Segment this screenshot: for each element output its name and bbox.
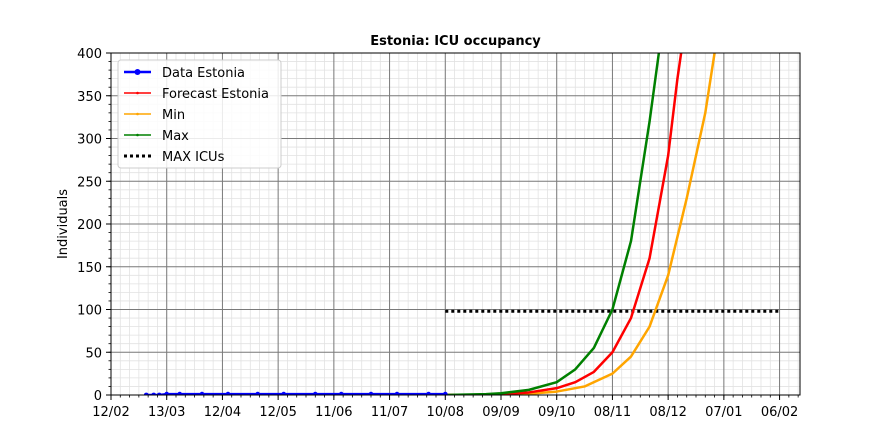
legend-marker-forecast-estonia xyxy=(136,91,139,95)
legend-label-forecast-estonia: Forecast Estonia xyxy=(162,87,269,102)
legend-label-min: Min xyxy=(162,108,185,123)
y-tick-label: 350 xyxy=(77,90,102,105)
data-point-data-estonia xyxy=(225,391,231,395)
x-tick-label: 06/02 xyxy=(761,405,798,420)
x-tick-label: 10/08 xyxy=(427,405,464,420)
axis-ticks: 12/02 13/03 12/04 12/05 11/06 11/07 10/08 09/09… xyxy=(77,47,799,420)
legend-box xyxy=(117,59,282,169)
series-line-max xyxy=(445,53,661,395)
x-tick-label: 12/04 xyxy=(204,405,241,420)
y-tick-label: 400 xyxy=(77,47,102,62)
x-tick-label: 11/07 xyxy=(371,405,408,420)
legend-marker-max xyxy=(136,133,139,137)
data-point-data-estonia xyxy=(151,392,157,395)
x-tick-label: 12/05 xyxy=(259,405,296,420)
data-point-data-estonia xyxy=(156,392,162,395)
x-tick-label: 09/09 xyxy=(482,405,519,420)
data-point-data-estonia xyxy=(426,391,431,395)
y-tick-label: 250 xyxy=(77,175,102,190)
x-tick-label: 11/06 xyxy=(315,405,352,420)
legend-marker-data-estonia xyxy=(134,69,141,75)
data-point-data-estonia xyxy=(394,391,400,395)
y-tick-label: 100 xyxy=(77,304,102,319)
y-tick-label: 50 xyxy=(85,346,102,361)
legend-label-data-estonia: Data Estonia xyxy=(162,66,245,81)
data-point-data-estonia xyxy=(164,391,170,395)
data-point-data-estonia xyxy=(442,391,448,395)
x-tick-label: 08/11 xyxy=(594,405,631,420)
x-tick-label: 07/01 xyxy=(705,405,742,420)
data-point-data-estonia xyxy=(368,391,374,395)
data-point-data-estonia xyxy=(255,391,261,395)
legend-marker-min xyxy=(136,112,139,116)
data-point-data-estonia xyxy=(199,391,205,395)
data-point-data-estonia xyxy=(312,391,318,395)
data-point-data-estonia xyxy=(177,391,183,395)
x-tick-label: 12/02 xyxy=(92,405,129,420)
legend: Data Estonia Forecast Estonia Min Max MAX IC… xyxy=(117,59,282,169)
x-tick-label: 08/12 xyxy=(649,405,686,420)
y-axis-label: Individuals xyxy=(56,189,71,259)
legend-label-max-icus: MAX ICUs xyxy=(162,150,225,165)
chart-title: Estonia: ICU occupancy xyxy=(370,34,541,49)
legend-label-max: Max xyxy=(162,129,189,144)
data-point-data-estonia xyxy=(338,391,344,395)
x-tick-label: 13/03 xyxy=(148,405,185,420)
data-point-data-estonia xyxy=(143,392,149,395)
y-tick-label: 0 xyxy=(94,389,102,404)
x-tick-label: 09/10 xyxy=(538,405,575,420)
data-point-data-estonia xyxy=(281,391,287,395)
y-tick-label: 300 xyxy=(77,133,102,148)
y-tick-label: 150 xyxy=(77,261,102,276)
series-layer xyxy=(143,53,780,395)
y-tick-label: 200 xyxy=(77,218,102,233)
